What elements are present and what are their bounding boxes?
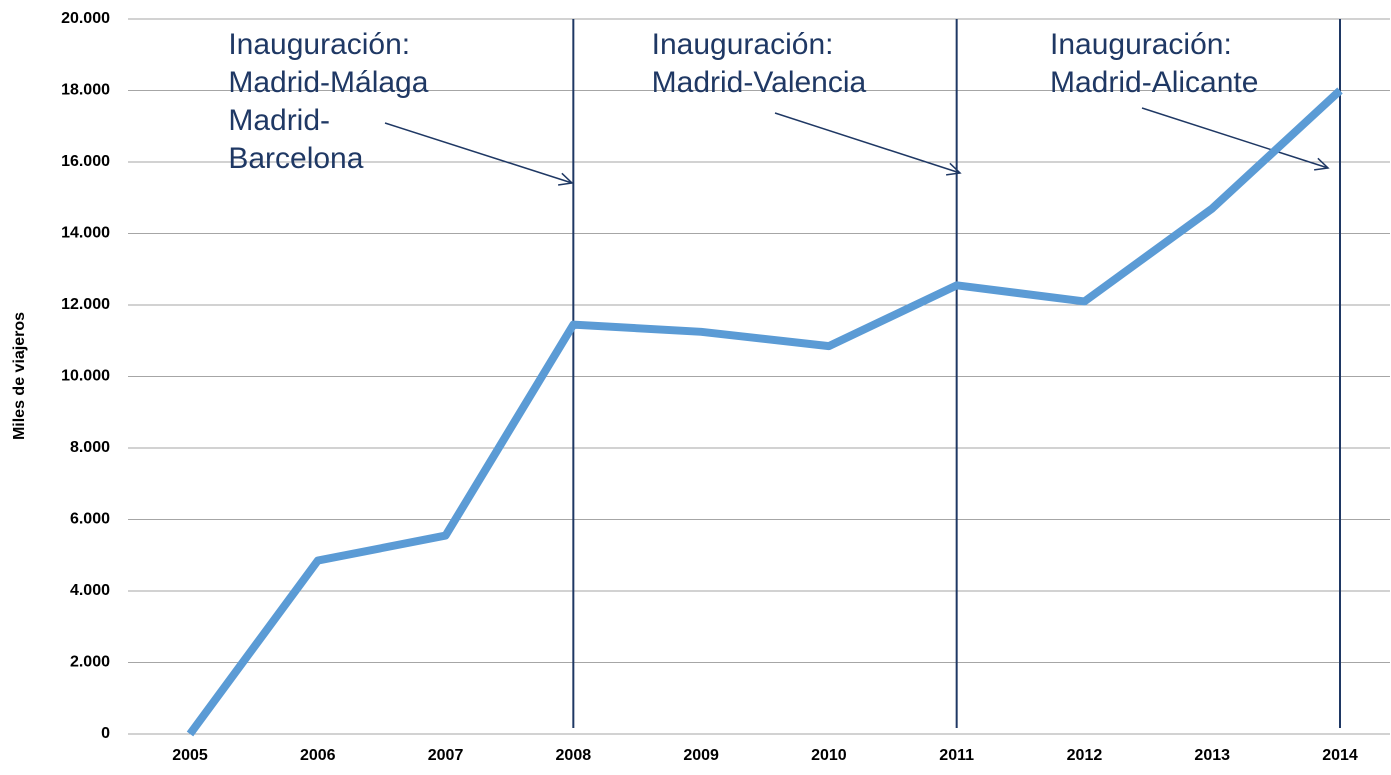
y-tick-label: 4.000 <box>70 582 110 599</box>
y-tick-label: 8.000 <box>70 439 110 456</box>
y-tick-label: 2.000 <box>70 654 110 671</box>
y-axis-label: Miles de viajeros <box>11 312 28 440</box>
x-tick-label: 2006 <box>300 747 336 764</box>
x-tick-label: 2007 <box>428 747 464 764</box>
arrow-head <box>558 172 574 186</box>
annotation-text: Madrid-Málaga <box>228 66 428 99</box>
annotation-text: Madrid-Alicante <box>1050 66 1258 99</box>
x-tick-label: 2005 <box>172 747 208 764</box>
x-tick-label: 2014 <box>1322 747 1358 764</box>
x-tick-label: 2013 <box>1194 747 1230 764</box>
y-tick-label: 10.000 <box>61 368 110 385</box>
annotation-arrow <box>1141 107 1329 169</box>
y-tick-label: 12.000 <box>61 296 110 313</box>
annotation-arrow <box>774 112 961 174</box>
y-tick-label: 14.000 <box>61 225 110 242</box>
annotation-text: Barcelona <box>228 142 363 175</box>
annotation-text: Inauguración: <box>1050 28 1232 61</box>
y-tick-label: 6.000 <box>70 511 110 528</box>
annotation-text: Inauguración: <box>652 28 834 61</box>
arrow-head <box>946 162 962 176</box>
annotation-text: Inauguración: <box>228 28 410 61</box>
x-tick-label: 2008 <box>556 747 592 764</box>
annotation-arrow <box>384 122 573 184</box>
data-line <box>186 87 1343 737</box>
y-tick-label: 0 <box>101 725 110 742</box>
annotation-text: Madrid- <box>228 104 330 137</box>
arrow-head <box>1314 157 1330 171</box>
x-tick-label: 2009 <box>683 747 719 764</box>
y-tick-label: 18.000 <box>61 82 110 99</box>
x-tick-label: 2012 <box>1067 747 1103 764</box>
x-tick-label: 2011 <box>939 747 974 764</box>
y-tick-label: 20.000 <box>61 10 110 27</box>
annotation-text: Madrid-Valencia <box>652 66 867 99</box>
x-tick-label: 2010 <box>811 747 847 764</box>
y-tick-label: 16.000 <box>61 153 110 170</box>
